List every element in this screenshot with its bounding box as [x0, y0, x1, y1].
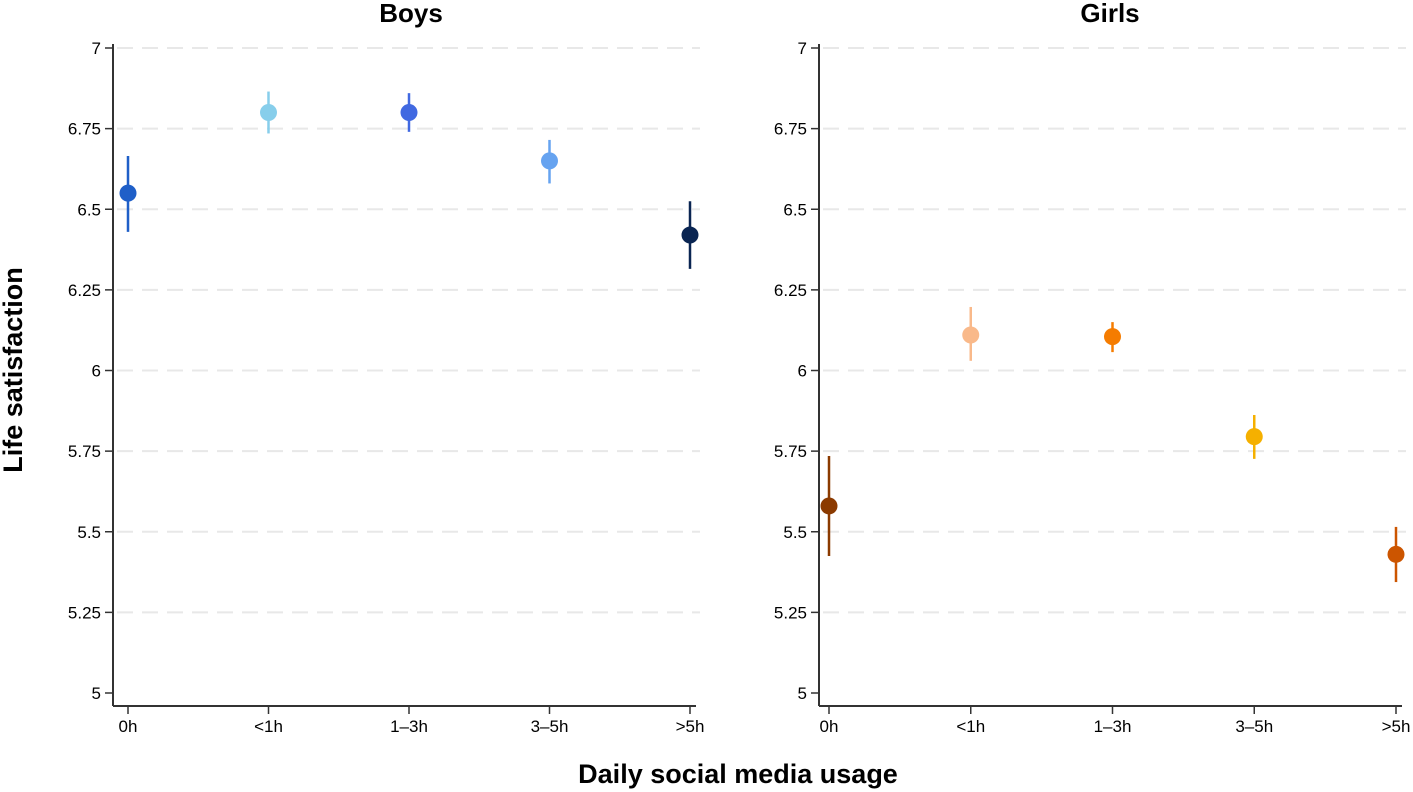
panel-boys: Boys 5 5.25 5.5 5.75 6 6.25 6.5 6.75 7 0h <1h 1–3h 3–… — [68, 0, 705, 736]
y-axis-title: Life satisfaction — [0, 267, 28, 473]
x-tick-label: <1h — [254, 717, 283, 736]
x-tick-label: <1h — [956, 717, 985, 736]
y-tick-label: 5.5 — [77, 523, 101, 542]
x-tick-label: 0h — [119, 717, 138, 736]
x-tick-label: 1–3h — [1094, 717, 1132, 736]
x-tick-label: 0h — [820, 717, 839, 736]
data-point — [1104, 328, 1121, 346]
y-tick-label: 5.5 — [783, 523, 807, 542]
x-tick-label: >5h — [676, 717, 705, 736]
y-tick-label: 5 — [798, 684, 807, 703]
panel-title: Girls — [1080, 0, 1139, 28]
panel-title: Boys — [379, 0, 443, 28]
y-tick-label: 5.75 — [68, 442, 101, 461]
data-point — [1245, 428, 1263, 446]
data-point — [1387, 545, 1405, 563]
y-tick-label: 6.5 — [77, 200, 101, 219]
panel-girls: Girls 5 5.25 5.5 5.75 6 6.25 6.5 6.75 7 0h <1h 1–3h 3… — [774, 0, 1411, 736]
y-tick-label: 5.75 — [774, 442, 807, 461]
x-axis-title: Daily social media usage — [578, 759, 898, 789]
x-tick-label: 3–5h — [531, 717, 569, 736]
y-tick-label: 7 — [798, 39, 807, 58]
y-tick-label: 5 — [92, 684, 101, 703]
x-tick-label: 1–3h — [390, 717, 428, 736]
y-tick-label: 6.25 — [774, 281, 807, 300]
panels: Boys 5 5.25 5.5 5.75 6 6.25 6.5 6.75 7 0h <1h 1–3h 3–… — [68, 0, 1411, 736]
data-point — [962, 326, 980, 344]
x-tick-label: >5h — [1382, 717, 1411, 736]
data-point — [541, 152, 558, 170]
y-tick-label: 6 — [798, 362, 807, 381]
data-point — [681, 226, 699, 244]
x-tick-label: 3–5h — [1235, 717, 1273, 736]
y-tick-label: 7 — [92, 39, 101, 58]
y-tick-label: 6.75 — [774, 120, 807, 139]
data-point — [260, 104, 277, 121]
data-point — [119, 184, 137, 202]
y-tick-label: 6.25 — [68, 281, 101, 300]
y-tick-label: 5.25 — [68, 603, 101, 622]
y-tick-label: 6.75 — [68, 120, 101, 139]
data-point — [820, 497, 838, 515]
data-point — [400, 104, 418, 121]
y-tick-label: 5.25 — [774, 603, 807, 622]
y-tick-label: 6.5 — [783, 200, 807, 219]
y-tick-label: 6 — [92, 362, 101, 381]
